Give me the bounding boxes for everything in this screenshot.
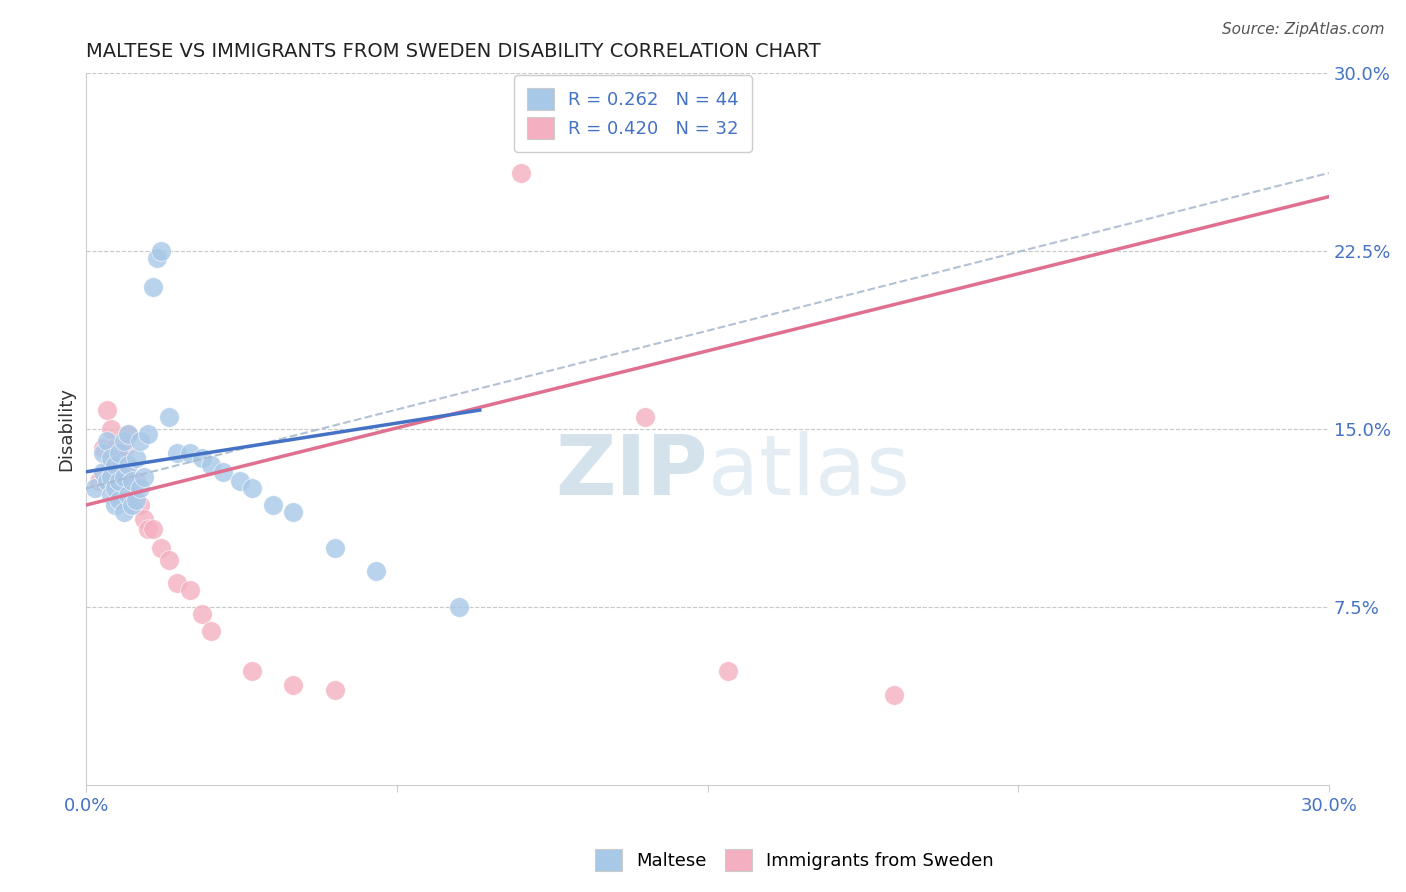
Point — [323, 541, 346, 555]
Point — [149, 541, 172, 555]
Legend: Maltese, Immigrants from Sweden: Maltese, Immigrants from Sweden — [588, 842, 1001, 879]
Point — [104, 481, 127, 495]
Point — [117, 488, 139, 502]
Point — [117, 426, 139, 441]
Point — [91, 465, 114, 479]
Point — [129, 434, 152, 448]
Point — [108, 493, 131, 508]
Point — [717, 664, 740, 678]
Point — [134, 512, 156, 526]
Point — [262, 498, 284, 512]
Point — [142, 522, 165, 536]
Point — [142, 280, 165, 294]
Point — [179, 446, 201, 460]
Point — [121, 498, 143, 512]
Point — [149, 244, 172, 259]
Point — [283, 678, 305, 692]
Point — [100, 458, 122, 472]
Point — [138, 426, 160, 441]
Point — [125, 475, 148, 489]
Point — [117, 426, 139, 441]
Point — [87, 475, 110, 489]
Point — [121, 475, 143, 489]
Point — [510, 166, 533, 180]
Text: atlas: atlas — [707, 431, 910, 512]
Point — [125, 450, 148, 465]
Legend: R = 0.262   N = 44, R = 0.420   N = 32: R = 0.262 N = 44, R = 0.420 N = 32 — [515, 75, 752, 152]
Point — [121, 488, 143, 502]
Point — [191, 450, 214, 465]
Text: MALTESE VS IMMIGRANTS FROM SWEDEN DISABILITY CORRELATION CHART: MALTESE VS IMMIGRANTS FROM SWEDEN DISABI… — [86, 42, 821, 61]
Point — [240, 664, 263, 678]
Point — [212, 465, 235, 479]
Point — [112, 469, 135, 483]
Point — [108, 446, 131, 460]
Point — [100, 422, 122, 436]
Point — [96, 403, 118, 417]
Y-axis label: Disability: Disability — [58, 387, 75, 471]
Point — [96, 434, 118, 448]
Point — [134, 469, 156, 483]
Point — [108, 475, 131, 489]
Point — [883, 688, 905, 702]
Point — [166, 446, 188, 460]
Point — [108, 450, 131, 465]
Point — [129, 481, 152, 495]
Point — [366, 565, 388, 579]
Point — [112, 441, 135, 455]
Point — [83, 481, 105, 495]
Point — [240, 481, 263, 495]
Point — [108, 488, 131, 502]
Point — [200, 624, 222, 638]
Point — [138, 522, 160, 536]
Point — [104, 458, 127, 472]
Point — [112, 475, 135, 489]
Point — [179, 583, 201, 598]
Point — [157, 552, 180, 566]
Point — [117, 458, 139, 472]
Point — [104, 498, 127, 512]
Point — [634, 410, 657, 425]
Point — [104, 475, 127, 489]
Point — [112, 505, 135, 519]
Text: ZIP: ZIP — [555, 431, 707, 512]
Point — [129, 498, 152, 512]
Point — [323, 682, 346, 697]
Point — [100, 488, 122, 502]
Point — [100, 469, 122, 483]
Point — [112, 434, 135, 448]
Point — [125, 493, 148, 508]
Point — [104, 441, 127, 455]
Point — [157, 410, 180, 425]
Point — [91, 441, 114, 455]
Point — [283, 505, 305, 519]
Point — [96, 475, 118, 489]
Point — [228, 475, 250, 489]
Point — [191, 607, 214, 621]
Point — [117, 469, 139, 483]
Point — [145, 252, 167, 266]
Point — [100, 450, 122, 465]
Point — [200, 458, 222, 472]
Point — [91, 446, 114, 460]
Point — [166, 576, 188, 591]
Text: Source: ZipAtlas.com: Source: ZipAtlas.com — [1222, 22, 1385, 37]
Point — [447, 599, 470, 614]
